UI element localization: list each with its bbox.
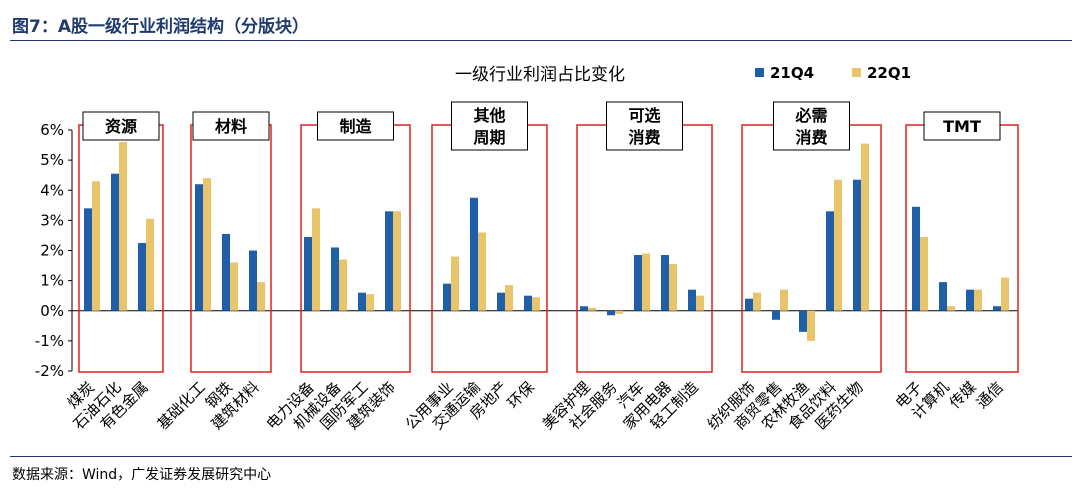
chart-title: 一级行业利润占比变化 [455,65,625,85]
y-tick-label: 6% [40,121,64,139]
group-label-2: 材料 [215,117,247,136]
x-category-label: 基础化工 [154,378,209,433]
x-category-label: 传媒 [946,378,980,412]
bar-s1 [111,173,119,311]
y-tick-label: -1% [35,332,64,350]
bar-s2 [753,292,761,311]
bar-s2 [203,178,211,311]
group-label-box-7 [923,111,1001,141]
bar-s2 [642,253,650,311]
bar-s2 [834,179,842,311]
bar-s2 [1001,277,1009,311]
bar-s1 [331,247,339,311]
bar-s1 [912,206,920,311]
bar-s1 [580,306,588,311]
bar-s2 [780,289,788,311]
y-tick-label: 4% [40,181,64,199]
bar-s2 [920,236,928,311]
bar-s1 [524,295,532,311]
bar-s1 [138,242,146,311]
y-tick-label: 5% [40,151,64,169]
bar-s2 [615,310,623,314]
bar-s1 [799,310,807,332]
bar-s1 [358,292,366,311]
legend-swatch-2 [852,68,861,77]
bar-s2 [669,264,677,311]
bar-s2 [588,307,596,311]
group-frame-4 [431,124,548,373]
bar-s1 [966,289,974,311]
bar-s1 [607,310,615,316]
legend-swatch-1 [755,68,764,77]
bar-s2 [366,294,374,311]
source-note: 数据来源：Wind，广发证券发展研究中心 [12,467,272,483]
bar-s2 [532,297,540,311]
bar-s1 [661,255,669,311]
y-tick-label: -2% [35,362,64,380]
group-label-box-3 [317,111,394,141]
bar-s1 [222,233,230,311]
bar-s1 [84,208,92,311]
bar-s2 [92,181,100,311]
group-label-box-5 [606,101,683,151]
group-label-box-1 [82,111,160,141]
bar-s1 [470,197,478,311]
bar-s2 [974,289,982,311]
bar-s2 [505,285,513,311]
group-label-3: 制造 [339,117,372,136]
group-label-6: 消费 [795,128,827,147]
y-tick-label: 2% [40,242,64,260]
bar-s2 [807,310,815,341]
bar-s1 [745,298,753,311]
group-label-box-6 [773,101,850,151]
legend-label-2: 22Q1 [867,64,911,82]
x-category-label: 通信 [973,378,1007,412]
bar-s1 [249,250,257,311]
bar-s1 [993,306,1001,311]
bar-s1 [195,184,203,311]
group-label-6: 必需 [794,106,827,125]
group-label-box-2 [192,111,270,141]
bar-s1 [634,255,642,311]
bar-s1 [304,236,312,311]
bar-s2 [478,232,486,311]
bar-s1 [385,211,393,311]
group-label-5: 消费 [628,128,660,147]
bar-s1 [497,292,505,311]
y-tick-label: 0% [40,302,64,320]
bar-s1 [688,289,696,311]
bar-s1 [853,179,861,311]
bar-s2 [312,208,320,311]
bar-s2 [230,262,238,311]
group-frame-5 [576,124,713,373]
group-label-4: 周期 [473,128,505,147]
bar-s1 [443,283,451,311]
bar-s2 [947,306,955,311]
y-tick-label: 1% [40,272,64,290]
bar-s1 [772,310,780,320]
bar-s1 [826,211,834,311]
bar-s1 [939,282,947,311]
x-category-label: 环保 [504,378,538,412]
bar-s2 [119,142,127,311]
group-label-7: TMT [943,117,981,136]
bar-s2 [696,295,704,311]
bar-s2 [146,218,154,311]
legend-label-1: 21Q4 [770,64,814,82]
group-label-1: 资源 [105,117,137,136]
group-label-4: 其他 [473,106,505,125]
group-label-5: 可选 [628,106,660,125]
bar-s2 [257,282,265,311]
y-tick-label: 3% [40,211,64,229]
bar-s2 [861,143,869,311]
figure-footer: 数据来源：Wind，广发证券发展研究中心 [10,456,1072,487]
bar-s2 [393,211,401,311]
figure-title: 图7：A股一级行业利润结构（分版块） [12,17,309,37]
bar-s2 [339,259,347,311]
group-label-box-4 [451,101,528,151]
figure-header: 图7：A股一级行业利润结构（分版块） [10,6,1072,41]
bar-s2 [451,256,459,311]
